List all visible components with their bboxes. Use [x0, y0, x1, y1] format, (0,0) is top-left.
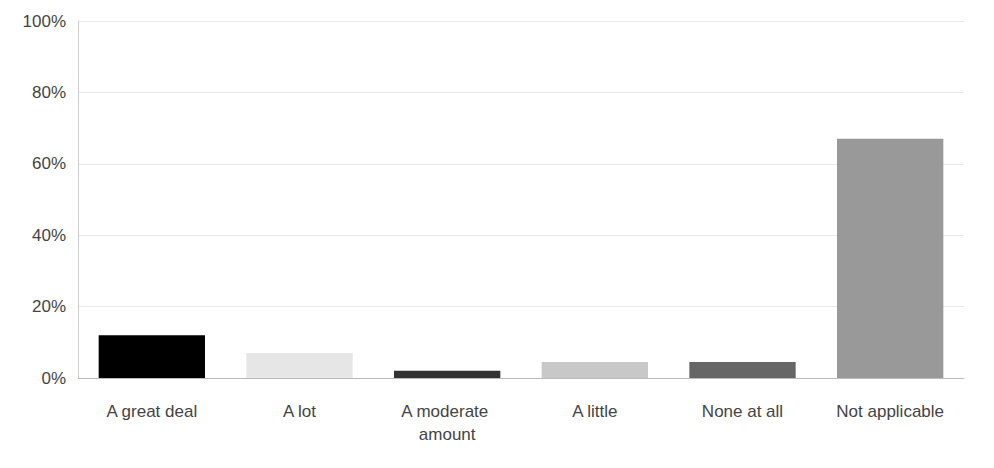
- svg-text:A moderate: A moderate: [401, 402, 493, 421]
- svg-text:60%: 60%: [32, 154, 66, 173]
- svg-text:Not applicable: Not applicable: [836, 402, 944, 421]
- svg-text:20%: 20%: [32, 297, 66, 316]
- svg-text:A great deal: A great deal: [106, 402, 197, 421]
- svg-text:amount: amount: [419, 425, 476, 444]
- svg-text:100%: 100%: [23, 12, 66, 31]
- svg-text:None at all: None at all: [702, 402, 783, 421]
- svg-text:40%: 40%: [32, 226, 66, 245]
- svg-text:A lot: A lot: [283, 402, 316, 421]
- svg-text:80%: 80%: [32, 83, 66, 102]
- svg-text:A little: A little: [572, 402, 617, 421]
- svg-text:0%: 0%: [41, 369, 66, 388]
